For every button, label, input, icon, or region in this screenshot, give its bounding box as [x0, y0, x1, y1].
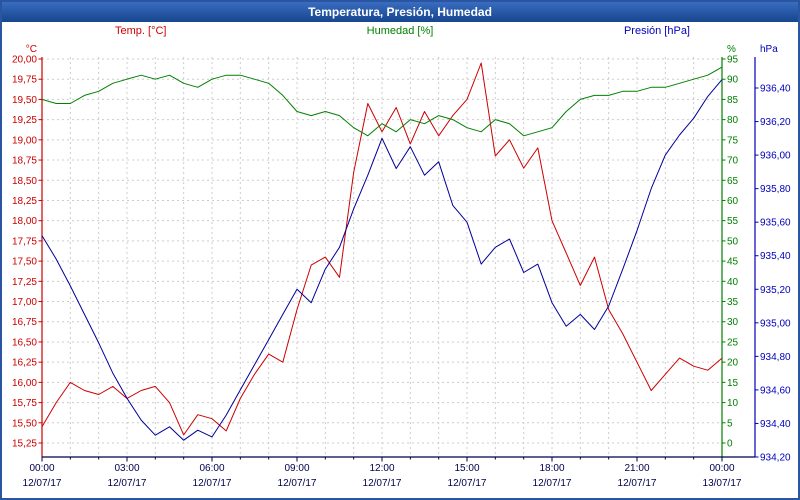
humidity-tick-label: 90	[727, 75, 739, 86]
series-lines	[41, 62, 723, 441]
pressure-tick-label: 936,40	[760, 84, 791, 95]
humidity-tick-label: 35	[727, 297, 739, 308]
humidity-tick-label: 0	[727, 439, 733, 450]
humidity-tick-label: 20	[727, 358, 739, 369]
x-time-label: 03:00	[114, 463, 139, 474]
x-date-label: 13/07/17	[703, 478, 742, 489]
x-date-label: 12/07/17	[193, 478, 232, 489]
humidity-tick-label: 60	[727, 196, 739, 207]
pressure-tick-label: 934,20	[760, 453, 791, 464]
x-date-label: 12/07/17	[23, 478, 62, 489]
legend-pressure-label: Presión [hPa]	[623, 25, 690, 37]
pressure-tick-label: 936,20	[760, 117, 791, 128]
humidity-tick-label: 70	[727, 156, 739, 167]
chart-plot: 20,00 19,75 19,50 19,25 19,00 18,75 18,50 18,25…	[12, 44, 791, 489]
humidity-tick-label: 45	[727, 257, 739, 268]
temp-tick-label: 20,00	[12, 55, 37, 66]
axis-labels: 20,00 19,75 19,50 19,25 19,00 18,75 18,50 18,25…	[12, 44, 791, 489]
temp-tick-label: 16,50	[12, 337, 37, 348]
gridlines	[42, 57, 722, 457]
humidity-tick-label: 80	[727, 115, 739, 126]
humidity-tick-label: 85	[727, 95, 739, 106]
x-time-label: 00:00	[29, 463, 54, 474]
x-time-label: 15:00	[454, 463, 479, 474]
temp-tick-label: 17,50	[12, 257, 37, 268]
legend-temp-label: Temp. [°C]	[115, 25, 167, 37]
temp-unit-label: °C	[26, 44, 37, 55]
x-time-label: 18:00	[539, 463, 564, 474]
temp-tick-label: 18,00	[12, 216, 37, 227]
pressure-unit-label: hPa	[760, 44, 778, 55]
x-date-label: 12/07/17	[618, 478, 657, 489]
chart-legend: Temp. [°C] Humedad [%] Presión [hPa]	[2, 22, 798, 42]
x-date-label: 12/07/17	[363, 478, 402, 489]
temp-tick-label: 16,75	[12, 317, 37, 328]
temp-tick-label: 19,25	[12, 115, 37, 126]
pressure-series-line	[41, 79, 723, 441]
humidity-tick-label: 15	[727, 378, 739, 389]
x-date-label: 12/07/17	[448, 478, 487, 489]
humidity-tick-label: 5	[727, 418, 733, 429]
pressure-tick-label: 935,20	[760, 285, 791, 296]
pressure-tick-label: 935,60	[760, 218, 791, 229]
humidity-unit-label: %	[727, 44, 736, 55]
temp-tick-label: 19,50	[12, 95, 37, 106]
pressure-tick-label: 934,80	[760, 352, 791, 363]
pressure-tick-label: 936,00	[760, 151, 791, 162]
humidity-tick-label: 95	[727, 55, 739, 66]
humidity-tick-label: 55	[727, 216, 739, 227]
pressure-tick-label: 934,60	[760, 385, 791, 396]
humidity-tick-label: 30	[727, 317, 739, 328]
x-date-label: 12/07/17	[108, 478, 147, 489]
humidity-tick-label: 10	[727, 398, 739, 409]
x-time-label: 06:00	[199, 463, 224, 474]
x-date-label: 12/07/17	[533, 478, 572, 489]
temp-tick-label: 17,00	[12, 297, 37, 308]
axes	[38, 57, 759, 462]
pressure-tick-label: 935,40	[760, 251, 791, 262]
humidity-tick-label: 50	[727, 236, 739, 247]
temp-tick-label: 16,25	[12, 358, 37, 369]
temp-tick-label: 19,75	[12, 75, 37, 86]
x-time-label: 12:00	[369, 463, 394, 474]
x-date-label: 12/07/17	[278, 478, 317, 489]
temp-tick-label: 18,50	[12, 176, 37, 187]
temp-tick-label: 16,00	[12, 378, 37, 389]
temp-series-line	[41, 62, 723, 436]
chart-title: Temperatura, Presión, Humedad	[2, 2, 798, 22]
x-time-label: 21:00	[624, 463, 649, 474]
humidity-tick-label: 40	[727, 277, 739, 288]
temp-tick-label: 19,00	[12, 135, 37, 146]
temp-tick-label: 17,75	[12, 236, 37, 247]
temp-tick-label: 15,25	[12, 439, 37, 450]
x-time-label: 00:00	[709, 463, 734, 474]
pressure-tick-label: 935,80	[760, 184, 791, 195]
temp-tick-label: 15,75	[12, 398, 37, 409]
humidity-tick-label: 75	[727, 135, 739, 146]
pressure-tick-label: 935,00	[760, 318, 791, 329]
legend-humidity-label: Humedad [%]	[366, 25, 434, 37]
humidity-tick-label: 65	[727, 176, 739, 187]
pressure-tick-label: 934,40	[760, 419, 791, 430]
x-time-label: 09:00	[284, 463, 309, 474]
temp-tick-label: 18,25	[12, 196, 37, 207]
humidity-tick-label: 25	[727, 337, 739, 348]
temp-tick-label: 15,50	[12, 418, 37, 429]
humidity-series-line	[41, 66, 723, 137]
temp-tick-label: 17,25	[12, 277, 37, 288]
temp-tick-label: 18,75	[12, 156, 37, 167]
